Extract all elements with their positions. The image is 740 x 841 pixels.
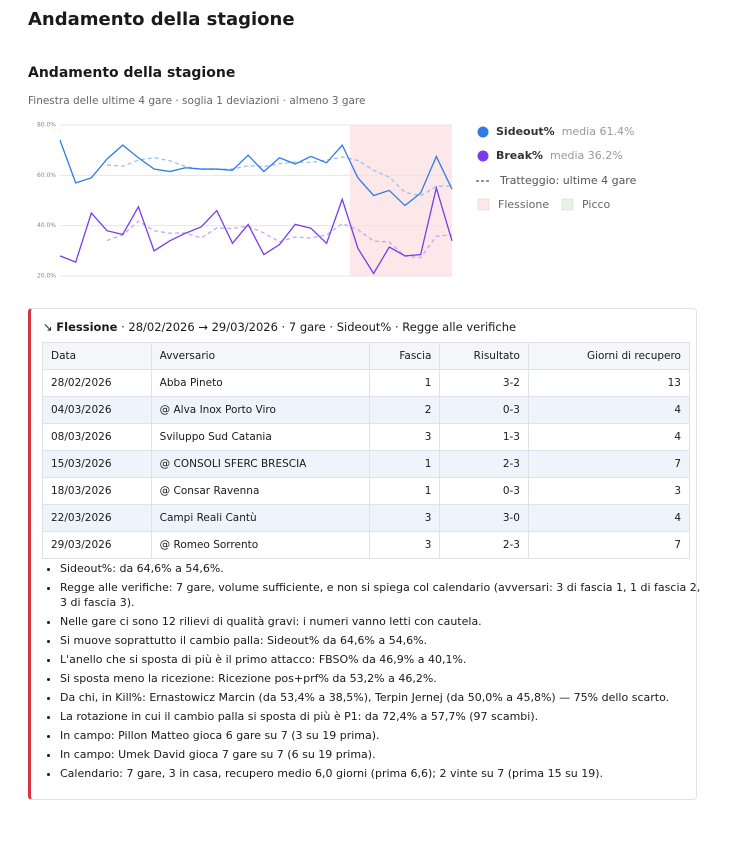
chart-subtitle: Finestra delle ultime 4 gare · soglia 1 … (28, 95, 366, 107)
table-row: 15/03/2026 @ CONSOLI SFERC BRESCIA 1 2-3 7 (42, 450, 691, 478)
note: In campo: Pillon Matteo gioca 6 gare su … (60, 728, 705, 743)
summary: · 28/02/2026 → 29/03/2026 · 7 gare · Sid… (121, 320, 517, 334)
table-cell: Campi Reali Cantù (150, 504, 371, 532)
y-tick-label: 80.0% (37, 122, 56, 129)
y-tick-label: 40.0% (37, 222, 56, 229)
table-row: 08/03/2026 Sviluppo Sud Catania 3 1-3 4 (42, 423, 691, 451)
band (350, 125, 452, 276)
note: Si muove soprattutto il cambio palla: Si… (60, 633, 705, 648)
chart: 20.0% 40.0% 60.0% 80.0% Sideout% media 61.4% B… (37, 122, 637, 280)
table-row: 22/03/2026 Campi Reali Cantù 3 3-0 4 (42, 504, 691, 532)
table-cell: Sviluppo Sud Catania (150, 423, 371, 451)
legend-swatch (561, 198, 574, 211)
table-cell: 18/03/2026 (42, 477, 152, 505)
legend-swatch (477, 150, 489, 162)
table-cell: 3 (368, 423, 441, 451)
series-mean: media 61.4% (562, 125, 635, 138)
table-cell: 22/03/2026 (42, 504, 152, 532)
table-cell: @ Alva Inox Porto Viro (150, 396, 371, 424)
legend-label: Break% media 36.2% (496, 149, 623, 162)
page-title: Andamento della stagione (28, 9, 295, 30)
table-cell: 15/03/2026 (42, 450, 152, 478)
column-header: Data (42, 342, 152, 370)
series-line (59, 185, 453, 275)
table-cell: 04/03/2026 (42, 396, 152, 424)
games-table: Data Avversario Fascia Risultato Giorni di r… (42, 342, 691, 559)
table-cell: 3-2 (439, 369, 529, 397)
legend-swatch (477, 126, 489, 138)
series-name: Sideout% (496, 125, 555, 138)
table-cell: 1 (368, 477, 441, 505)
legend-label: Tratteggio: ultime 4 gare (499, 174, 637, 187)
kind: Flessione (56, 320, 118, 334)
table-cell: 1 (368, 369, 441, 397)
table-row: 04/03/2026 @ Alva Inox Porto Viro 2 0-3 4 (42, 396, 691, 424)
icon: ↘ (43, 320, 53, 334)
y-tick-label: 20.0% (37, 273, 56, 280)
table-cell: 29/03/2026 (42, 531, 152, 559)
table-cell: 1 (368, 450, 441, 478)
table-cell: 4 (527, 396, 691, 424)
table-cell: 3 (368, 504, 441, 532)
column-header: Fascia (368, 342, 441, 370)
legend-swatch (477, 198, 490, 211)
table-cell: 2-3 (439, 531, 529, 559)
table-cell: Abba Pineto (150, 369, 371, 397)
series-mean: media 36.2% (550, 149, 623, 162)
table-cell: 28/02/2026 (42, 369, 152, 397)
legend-label: Picco (582, 198, 611, 211)
table-cell: 2-3 (439, 450, 529, 478)
note: Regge alle verifiche: 7 gare, volume suf… (60, 580, 705, 610)
note: Si sposta meno la ricezione: Ricezione p… (60, 671, 705, 686)
note: La rotazione in cui il cambio palla si s… (60, 709, 705, 724)
table-cell: 3 (368, 531, 441, 559)
table-cell: 3-0 (439, 504, 529, 532)
note: In campo: Umek David gioca 7 gare su 7 (… (60, 747, 705, 762)
note: Sideout%: da 64,6% a 54,6%. (60, 561, 705, 576)
note: Nelle gare ci sono 12 rilievi di qualità… (60, 614, 705, 629)
column-header: Avversario (150, 342, 371, 370)
table-cell: 4 (527, 423, 691, 451)
table-cell: 7 (527, 531, 691, 559)
table-cell: @ CONSOLI SFERC BRESCIA (150, 450, 371, 478)
legend-label: Sideout% media 61.4% (496, 125, 634, 138)
card-heading: ↘ Flessione · 28/02/2026 → 29/03/2026 · … (43, 320, 516, 334)
note: L'anello che si sposta di più è il primo… (60, 652, 705, 667)
table-cell: 0-3 (439, 396, 529, 424)
table-cell: 1-3 (439, 423, 529, 451)
column-header: Giorni di recupero (527, 342, 691, 370)
note: Da chi, in Kill%: Ernastowicz Marcin (da… (60, 690, 705, 705)
chart-title: Andamento della stagione (28, 65, 236, 81)
table-cell: 13 (527, 369, 691, 397)
note: Calendario: 7 gare, 3 in casa, recupero … (60, 766, 705, 781)
table-cell: @ Romeo Sorrento (150, 531, 371, 559)
table-row: 18/03/2026 @ Consar Ravenna 1 0-3 3 (42, 477, 691, 505)
flessione-card: ↘ Flessione · 28/02/2026 → 29/03/2026 · … (28, 308, 700, 800)
trend-line (106, 220, 453, 259)
series-name: Break% (496, 149, 543, 162)
table-row: 29/03/2026 @ Romeo Sorrento 3 2-3 7 (42, 531, 691, 559)
trend-line (106, 156, 453, 197)
table-row: 28/02/2026 Abba Pineto 1 3-2 13 (42, 369, 691, 397)
table-cell: 7 (527, 450, 691, 478)
table-cell: 08/03/2026 (42, 423, 152, 451)
series-line (59, 139, 453, 207)
notes: Sideout%: da 64,6% a 54,6%. Regge alle ve… (42, 561, 705, 785)
y-tick-label: 60.0% (37, 172, 56, 179)
table-cell: 0-3 (439, 477, 529, 505)
column-header: Risultato (439, 342, 529, 370)
legend-label: Flessione (498, 198, 549, 211)
table-cell: 2 (368, 396, 441, 424)
table-cell: 4 (527, 504, 691, 532)
table-cell: @ Consar Ravenna (150, 477, 371, 505)
table-cell: 3 (527, 477, 691, 505)
